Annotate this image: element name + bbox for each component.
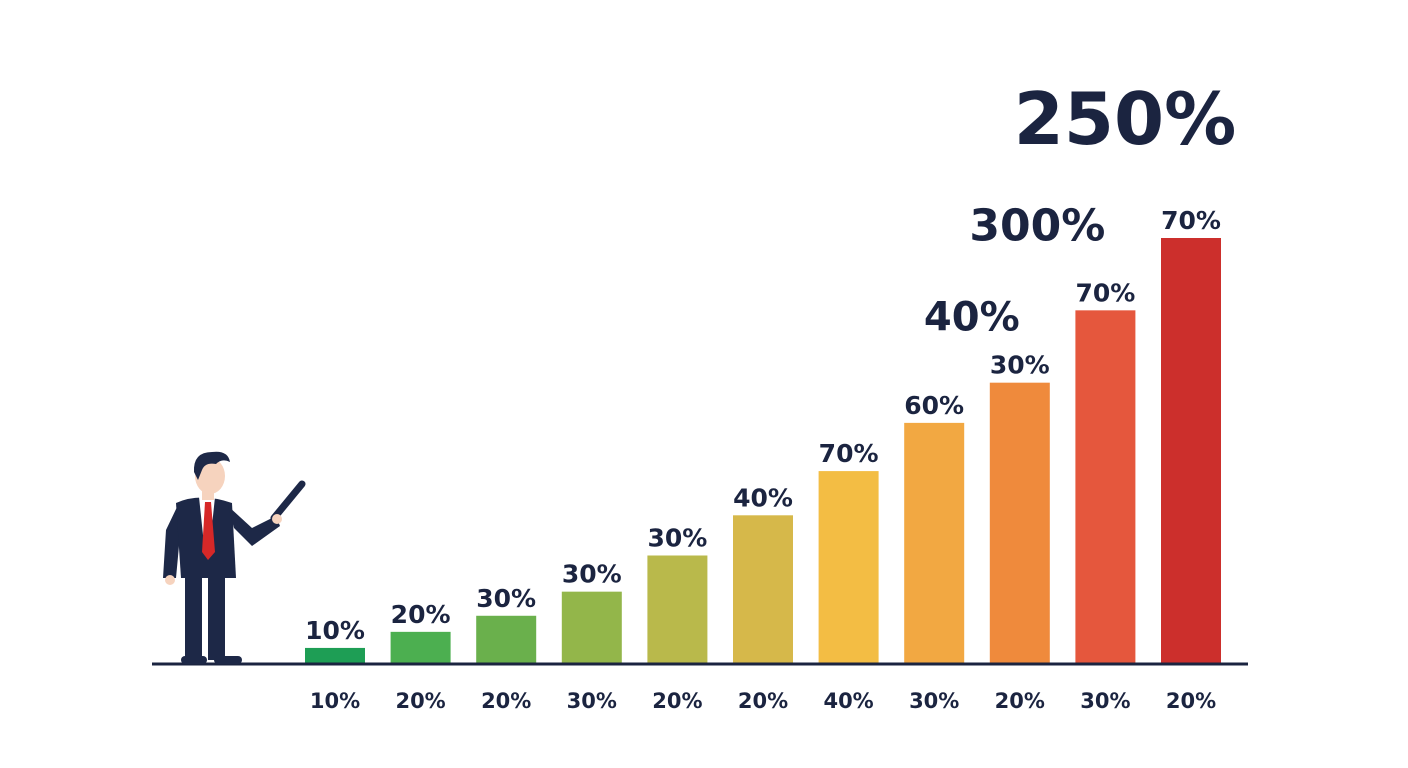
bar-1 bbox=[305, 647, 365, 664]
bar-9 bbox=[989, 382, 1050, 664]
category-label-11: 20% bbox=[1166, 689, 1216, 713]
bar-11 bbox=[1161, 238, 1221, 664]
bar-10 bbox=[1075, 310, 1136, 664]
category-label-9: 20% bbox=[995, 689, 1045, 713]
annotation-label-2: 300% bbox=[969, 200, 1105, 251]
hand-left bbox=[165, 575, 175, 585]
annotation-label-1: 40% bbox=[924, 295, 1020, 341]
category-label-6: 20% bbox=[738, 689, 788, 713]
category-label-8: 30% bbox=[909, 689, 959, 713]
bar-value-label-6: 40% bbox=[733, 483, 793, 512]
bar-value-label-2: 20% bbox=[391, 600, 451, 629]
category-label-4: 30% bbox=[567, 689, 617, 713]
bar-value-label-3: 30% bbox=[476, 584, 536, 613]
category-label-3: 20% bbox=[481, 689, 531, 713]
bars-layer bbox=[305, 238, 1221, 664]
bar-7 bbox=[818, 471, 879, 664]
hand-right bbox=[272, 514, 282, 524]
bar-6 bbox=[733, 515, 793, 664]
businessman-pointer-icon bbox=[163, 451, 306, 664]
bar-3 bbox=[476, 615, 537, 664]
bar-2 bbox=[390, 631, 451, 664]
bar-value-label-5: 30% bbox=[647, 523, 707, 552]
category-labels-layer: 10% 20% 20% 30% 20% 20% 40% 30% 20% 30% 20% bbox=[310, 689, 1216, 713]
tie bbox=[202, 502, 215, 560]
annotation-label-3: 250% bbox=[1014, 77, 1236, 161]
bar-value-label-4: 30% bbox=[562, 560, 622, 589]
category-label-2: 20% bbox=[395, 689, 445, 713]
bar-5 bbox=[647, 555, 708, 664]
arm-right bbox=[228, 506, 280, 546]
leg-left bbox=[185, 572, 202, 660]
annotations-layer: 40% 300% 250% bbox=[924, 77, 1236, 341]
bar-value-label-1: 10% bbox=[305, 616, 365, 645]
category-label-10: 30% bbox=[1080, 689, 1130, 713]
bar-value-label-11: 70% bbox=[1161, 206, 1221, 235]
shoe-left bbox=[181, 656, 207, 664]
leg-right bbox=[208, 572, 225, 660]
hair bbox=[193, 451, 230, 480]
category-label-1: 10% bbox=[310, 689, 360, 713]
bar-value-label-10: 70% bbox=[1075, 278, 1135, 307]
bar-value-label-9: 30% bbox=[990, 351, 1050, 380]
pointer-stick bbox=[270, 480, 306, 522]
category-label-7: 40% bbox=[823, 689, 873, 713]
bar-value-label-7: 70% bbox=[819, 439, 879, 468]
bar-8 bbox=[904, 422, 965, 664]
arm-left bbox=[163, 505, 180, 578]
shoe-right bbox=[214, 656, 242, 664]
bar-value-label-8: 60% bbox=[904, 391, 964, 420]
bar-labels-layer: 10% 20% 30% 30% 30% 40% 70% 60% 30% 70% 70% bbox=[305, 206, 1221, 645]
bar-4 bbox=[561, 591, 622, 664]
category-label-5: 20% bbox=[652, 689, 702, 713]
